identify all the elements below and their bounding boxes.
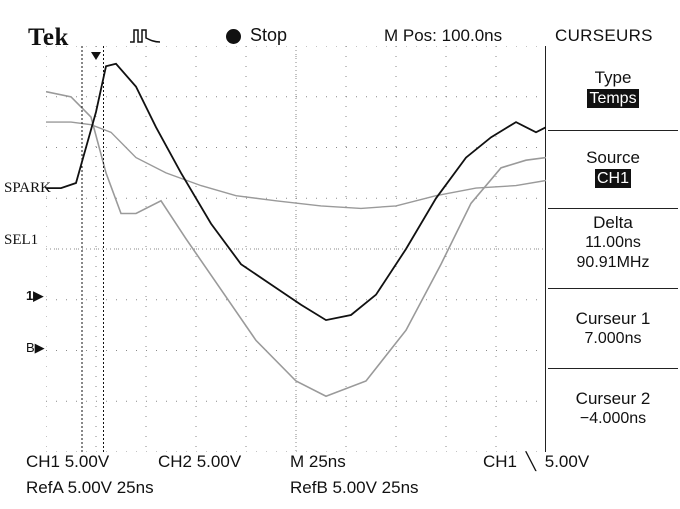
ref-b-trace xyxy=(46,90,546,398)
cursor2-value: −4.000ns xyxy=(579,410,647,427)
menu-button-type[interactable]: Type Temps xyxy=(548,46,678,130)
header-bar: Tek Stop M Pos: 100.0ns CURSEURS xyxy=(0,0,680,51)
trigger-position-icon xyxy=(91,52,101,60)
delta-frequency: 90.91MHz xyxy=(576,254,650,271)
graticule xyxy=(46,46,546,452)
ref-a-trace xyxy=(46,121,546,210)
run-state-label: Stop xyxy=(250,25,288,45)
time-cursors[interactable] xyxy=(81,46,104,452)
trigger-source: CH1 xyxy=(483,452,518,471)
cursor2-label: Curseur 2 xyxy=(575,389,651,408)
delta-label: Delta xyxy=(593,213,633,232)
trigger-readout: CH1 ╲ 5.00V xyxy=(483,452,589,472)
menu-button-cursor1[interactable]: Curseur 1 7.000ns xyxy=(548,288,678,369)
refb-readout: RefB 5.00V 25ns xyxy=(290,478,419,497)
ch1-ground-marker: 1▶ xyxy=(26,288,44,303)
source-label: Source xyxy=(586,148,640,167)
cursor1-value: 7.000ns xyxy=(584,330,642,347)
ch1-marker-label: 1 xyxy=(26,288,34,303)
ch2-scale-readout: CH2 5.00V xyxy=(158,452,242,471)
menu-button-cursor2[interactable]: Curseur 2 −4.000ns xyxy=(548,368,678,453)
trigger-level: 5.00V xyxy=(544,452,590,471)
waveform-display[interactable] xyxy=(46,46,546,452)
spark-channel-label: SPARK xyxy=(4,180,51,196)
brand-logo: Tek xyxy=(28,24,69,51)
type-label: Type xyxy=(594,68,632,87)
delta-readout: Delta 11.00ns 90.91MHz xyxy=(548,208,678,289)
trigger-edge-icon xyxy=(130,29,161,43)
menu-button-source[interactable]: Source CH1 xyxy=(548,130,678,209)
refa-readout: RefA 5.00V 25ns xyxy=(26,478,154,497)
menu-title: CURSEURS xyxy=(555,26,653,45)
timebase-readout: M 25ns xyxy=(290,452,346,471)
falling-edge-icon: ╲ xyxy=(525,452,536,471)
horizontal-position-readout: M Pos: 100.0ns xyxy=(384,26,503,45)
source-value: CH1 xyxy=(594,169,631,188)
ch1-trace xyxy=(46,62,546,322)
delta-time: 11.00ns xyxy=(585,234,641,251)
sel1-channel-label: SEL1 xyxy=(4,232,39,248)
type-value: Temps xyxy=(587,89,639,108)
refb-ground-marker: B▶ xyxy=(26,340,45,355)
cursor-menu-panel: Type Temps Source CH1 Delta 11.00ns 90.9… xyxy=(548,46,678,452)
ch1-scale-readout: CH1 5.00V xyxy=(26,452,110,471)
cursor1-label: Curseur 1 xyxy=(575,309,651,328)
refb-marker-label: B xyxy=(26,340,35,355)
waveform-traces xyxy=(46,62,546,398)
run-state-indicator-icon xyxy=(226,29,241,44)
